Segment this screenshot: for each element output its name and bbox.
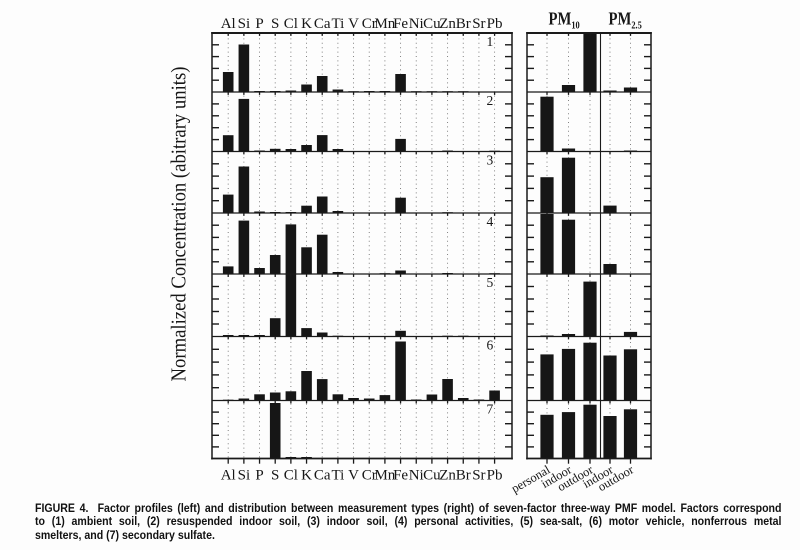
svg-text:3: 3 [487,153,494,168]
svg-text:Al: Al [221,467,236,483]
svg-text:Pb: Pb [487,467,503,483]
svg-text:Cu: Cu [423,16,441,32]
svg-text:Br: Br [456,16,471,32]
svg-text:Cl: Cl [284,16,298,32]
svg-text:Zn: Zn [439,16,456,32]
svg-text:Ca: Ca [314,16,331,32]
svg-text:Pb: Pb [487,16,503,32]
svg-text:Zn: Zn [439,467,456,483]
svg-text:S: S [271,16,279,32]
svg-text:K: K [301,16,312,32]
svg-text:Cr: Cr [362,467,377,483]
svg-text:K: K [301,467,312,483]
svg-text:Sr: Sr [472,16,485,32]
svg-text:4: 4 [487,214,494,229]
svg-text:V: V [348,467,359,483]
svg-text:Br: Br [456,467,471,483]
svg-text:S: S [271,467,279,483]
svg-text:5: 5 [487,275,494,290]
svg-text:Si: Si [238,16,251,32]
svg-text:Sr: Sr [472,467,485,483]
svg-text:2: 2 [487,93,494,108]
svg-text:Cl: Cl [284,467,298,483]
svg-text:Cu: Cu [423,467,441,483]
svg-text:Normalized Concentration (abit: Normalized Concentration (abitrary units… [167,66,191,381]
svg-text:Ti: Ti [331,16,344,32]
svg-text:Ca: Ca [314,467,331,483]
svg-text:Fe: Fe [393,467,408,483]
svg-text:Al: Al [221,16,236,32]
svg-text:7: 7 [487,402,494,417]
svg-text:Ni: Ni [409,16,424,32]
svg-text:Si: Si [238,467,251,483]
svg-text:Ti: Ti [331,467,344,483]
svg-text:V: V [348,16,359,32]
svg-text:Fe: Fe [393,16,408,32]
svg-text:Mn: Mn [374,16,395,32]
svg-text:6: 6 [487,338,494,353]
svg-text:Cr: Cr [362,16,377,32]
svg-text:P: P [255,467,263,483]
svg-text:1: 1 [487,34,494,49]
svg-text:Mn: Mn [374,467,395,483]
svg-text:P: P [255,16,263,32]
svg-text:Ni: Ni [409,467,424,483]
